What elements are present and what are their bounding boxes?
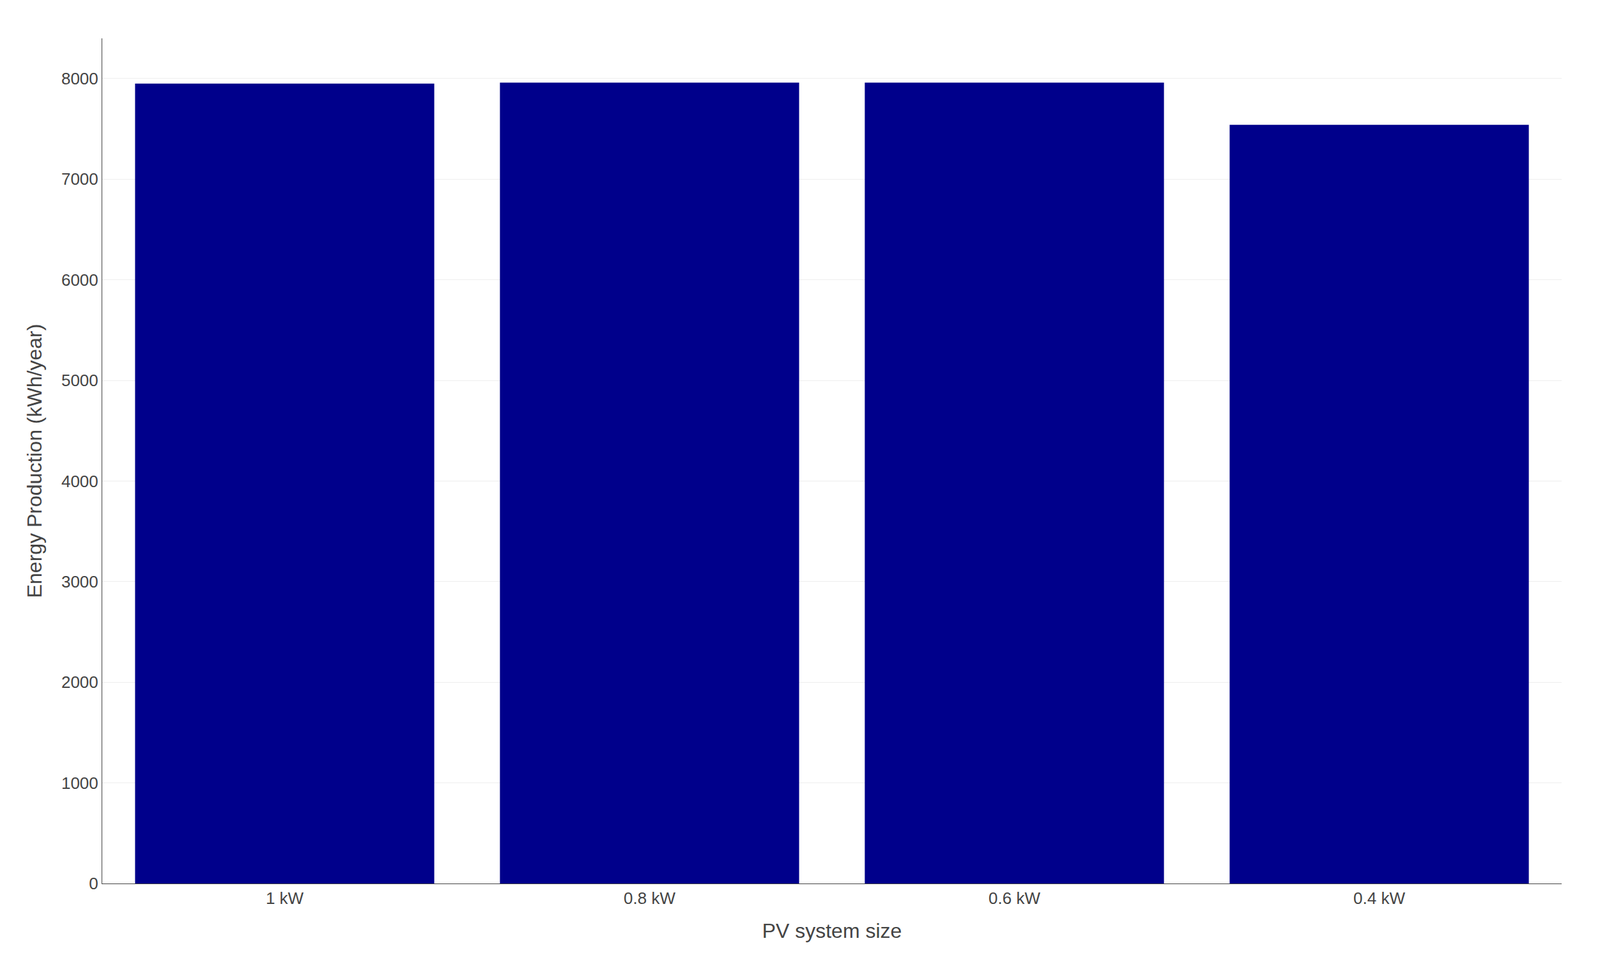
svg-text:3000: 3000	[61, 571, 99, 592]
svg-text:5000: 5000	[61, 370, 99, 390]
svg-text:7000: 7000	[61, 169, 99, 189]
svg-text:1 kW: 1 kW	[265, 888, 305, 908]
svg-text:0: 0	[88, 873, 98, 893]
svg-text:0.6 kW: 0.6 kW	[988, 888, 1041, 908]
svg-text:2000: 2000	[61, 672, 99, 692]
svg-text:8000: 8000	[61, 69, 99, 89]
svg-text:Energy Production (kWh/year): Energy Production (kWh/year)	[23, 323, 47, 599]
svg-text:1000: 1000	[61, 773, 99, 793]
svg-text:0.8 kW: 0.8 kW	[623, 888, 676, 908]
svg-text:6000: 6000	[61, 270, 99, 290]
svg-text:0.4 kW: 0.4 kW	[1353, 888, 1406, 908]
svg-text:4000: 4000	[61, 471, 99, 491]
svg-text:PV system size: PV system size	[762, 918, 903, 942]
